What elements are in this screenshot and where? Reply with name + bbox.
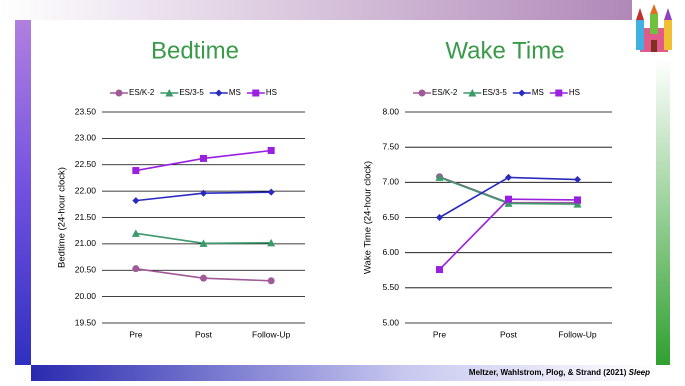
x-tick-label: Post bbox=[500, 329, 518, 339]
data-point bbox=[200, 275, 207, 282]
data-point bbox=[268, 277, 275, 284]
data-point bbox=[436, 266, 443, 273]
x-tick-label: Post bbox=[195, 329, 213, 339]
data-point bbox=[132, 265, 139, 272]
y-tick-label: 22.00 bbox=[75, 185, 97, 195]
x-tick-label: Follow-Up bbox=[558, 329, 597, 339]
slide: Meltzer, Wahlstrom, Plog, & Strand (2021… bbox=[0, 0, 685, 381]
legend-label: ES/3-5 bbox=[179, 88, 204, 97]
citation: Meltzer, Wahlstrom, Plog, & Strand (2021… bbox=[469, 368, 650, 377]
legend-marker bbox=[419, 90, 426, 97]
top-bar bbox=[0, 0, 632, 20]
legend-marker bbox=[116, 90, 123, 97]
x-tick-label: Pre bbox=[129, 329, 143, 339]
y-tick-label: 21.00 bbox=[75, 238, 97, 248]
citation-authors: Meltzer, Wahlstrom, Plog, & Strand (2021… bbox=[469, 368, 627, 377]
data-point bbox=[574, 196, 581, 203]
right-bar bbox=[656, 60, 670, 365]
y-axis-label: Wake Time (24-hour clock) bbox=[363, 161, 374, 274]
legend-label: HS bbox=[266, 88, 277, 97]
legend-label: HS bbox=[569, 88, 580, 97]
chart-title: Wake Time bbox=[445, 37, 564, 64]
data-point bbox=[268, 147, 275, 154]
y-tick-label: 22.50 bbox=[75, 159, 97, 169]
legend-label: ES/K-2 bbox=[432, 88, 458, 97]
legend-marker bbox=[555, 90, 562, 97]
y-tick-label: 8.00 bbox=[382, 106, 399, 116]
y-tick-label: 5.00 bbox=[382, 317, 399, 327]
background bbox=[0, 0, 685, 381]
chart-title: Bedtime bbox=[151, 37, 239, 64]
legend-label: MS bbox=[229, 88, 241, 97]
citation-journal: Sleep bbox=[629, 368, 650, 377]
legend-label: ES/K-2 bbox=[129, 88, 155, 97]
legend-label: MS bbox=[532, 88, 544, 97]
legend-label: ES/3-5 bbox=[482, 88, 507, 97]
y-tick-label: 7.50 bbox=[382, 141, 399, 151]
y-tick-label: 7.00 bbox=[382, 177, 399, 187]
y-tick-label: 6.50 bbox=[382, 212, 399, 222]
y-tick-label: 5.50 bbox=[382, 282, 399, 292]
y-tick-label: 20.00 bbox=[75, 291, 97, 301]
left-bar bbox=[15, 20, 31, 365]
data-point bbox=[505, 196, 512, 203]
legend-marker bbox=[252, 90, 259, 97]
y-tick-label: 6.00 bbox=[382, 247, 399, 257]
y-tick-label: 19.50 bbox=[75, 317, 97, 327]
y-tick-label: 21.50 bbox=[75, 212, 97, 222]
data-point bbox=[200, 155, 207, 162]
y-tick-label: 23.00 bbox=[75, 133, 97, 143]
data-point bbox=[132, 167, 139, 174]
x-tick-label: Follow-Up bbox=[252, 329, 291, 339]
x-tick-label: Pre bbox=[433, 329, 447, 339]
y-tick-label: 23.50 bbox=[75, 106, 97, 116]
y-tick-label: 20.50 bbox=[75, 265, 97, 275]
y-axis-label: Bedtime (24-hour clock) bbox=[57, 167, 68, 268]
